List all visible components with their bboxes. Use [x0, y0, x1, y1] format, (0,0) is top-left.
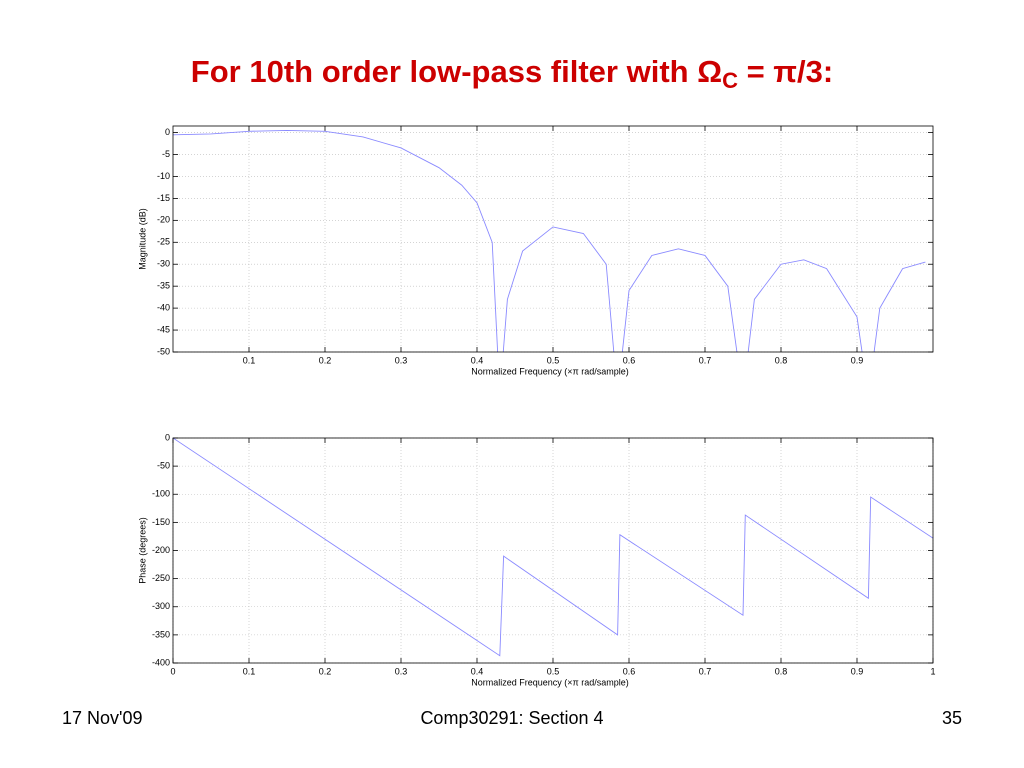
x-tick-label: 0.8: [775, 355, 788, 365]
x-tick-label: 0.3: [395, 666, 408, 676]
x-tick-label: 0.6: [623, 355, 636, 365]
x-tick-label: 0: [170, 666, 175, 676]
y-tick-label: -300: [152, 601, 170, 611]
x-tick-label: 0.9: [851, 666, 864, 676]
title-subscript: C: [722, 68, 738, 93]
x-tick-label: 0.8: [775, 666, 788, 676]
x-tick-label: 1: [930, 666, 935, 676]
x-tick-label: 0.7: [699, 666, 712, 676]
plot-frame: [172, 125, 934, 353]
footer-course: Comp30291: Section 4: [420, 708, 603, 728]
data-line: [173, 438, 933, 657]
title-text: For 10th order low-pass filter with Ω: [191, 54, 722, 89]
y-tick-label: -400: [152, 657, 170, 667]
y-tick-label: -150: [152, 517, 170, 527]
x-tick-label: 0.2: [319, 355, 332, 365]
y-tick-label: -35: [157, 281, 170, 291]
y-tick-label: 0: [165, 432, 170, 442]
footer-page: 35: [942, 708, 962, 728]
y-tick-label: -15: [157, 193, 170, 203]
x-tick-label: 0.5: [547, 355, 560, 365]
y-tick-label: -350: [152, 629, 170, 639]
x-tick-label: 0.2: [319, 666, 332, 676]
x-tick-label: 0.1: [243, 355, 256, 365]
y-tick-label: -250: [152, 573, 170, 583]
y-tick-label: -200: [152, 545, 170, 555]
data-line: [173, 129, 926, 352]
y-tick-label: -50: [157, 346, 170, 356]
x-tick-label: 0.7: [699, 355, 712, 365]
y-axis-label: Phase (degrees): [137, 517, 147, 584]
y-tick-label: -5: [162, 149, 170, 159]
y-tick-label: -25: [157, 237, 170, 247]
x-tick-label: 0.1: [243, 666, 256, 676]
y-tick-label: 0: [165, 127, 170, 137]
x-tick-label: 0.4: [471, 355, 484, 365]
plot-area: [173, 126, 933, 352]
x-axis-label: Normalized Frequency (×π rad/sample): [471, 677, 629, 687]
x-axis-label: Normalized Frequency (×π rad/sample): [471, 366, 629, 376]
y-tick-label: -45: [157, 324, 170, 334]
x-tick-label: 0.3: [395, 355, 408, 365]
footer-date: 17 Nov'09: [62, 708, 143, 728]
y-tick-label: -10: [157, 171, 170, 181]
y-tick-label: -50: [157, 461, 170, 471]
title-text: = π/3:: [738, 54, 833, 89]
x-tick-label: 0.9: [851, 355, 864, 365]
y-tick-label: -100: [152, 489, 170, 499]
y-axis-label: Magnitude (dB): [137, 208, 147, 270]
x-tick-label: 0.5: [547, 666, 560, 676]
y-tick-label: -20: [157, 215, 170, 225]
y-tick-label: -30: [157, 259, 170, 269]
plot-frame: [172, 437, 934, 664]
slide-title: For 10th order low-pass filter with ΩC =…: [191, 54, 833, 93]
x-tick-label: 0.4: [471, 666, 484, 676]
x-tick-label: 0.6: [623, 666, 636, 676]
y-tick-label: -40: [157, 302, 170, 312]
